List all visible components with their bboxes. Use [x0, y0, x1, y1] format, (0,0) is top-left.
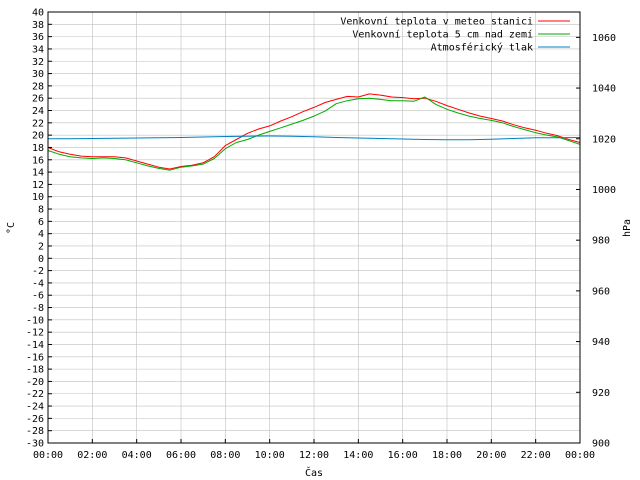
y-tick-label: -2	[32, 266, 44, 277]
y-tick-label: 14	[32, 168, 44, 179]
series-line	[48, 135, 581, 141]
y-tick-label: -24	[26, 402, 44, 413]
y-tick-label: -16	[26, 352, 44, 363]
axes: 4038363432302826242220181614121086420-2-…	[26, 8, 616, 462]
y-tick-label: -14	[26, 340, 44, 351]
series-lines	[47, 93, 581, 171]
x-tick-label: 14:00	[343, 450, 373, 461]
y2-tick-label: 1040	[592, 84, 616, 95]
series-line	[47, 96, 581, 171]
y-tick-label: 6	[38, 217, 44, 228]
y-tick-label: -26	[26, 414, 44, 425]
y-tick-label: 0	[38, 254, 44, 265]
x-tick-label: 00:00	[33, 450, 63, 461]
y2-tick-label: 1060	[592, 33, 616, 44]
x-tick-label: 10:00	[255, 450, 285, 461]
y-tick-label: 38	[32, 20, 44, 31]
y-tick-label: -30	[26, 439, 44, 450]
legend-label: Venkovní teplota v meteo stanici	[340, 16, 533, 28]
y-tick-label: -4	[32, 278, 44, 289]
legend: Venkovní teplota v meteo staniciVenkovní…	[340, 16, 570, 54]
y-tick-label: 4	[38, 229, 44, 240]
y-tick-label: 32	[32, 57, 44, 68]
y-tick-label: -8	[32, 303, 44, 314]
y-tick-label: 16	[32, 155, 44, 166]
x-tick-label: 04:00	[122, 450, 152, 461]
y-tick-label: -20	[26, 377, 44, 388]
y-tick-label: -18	[26, 365, 44, 376]
x-tick-label: 16:00	[388, 450, 418, 461]
y-tick-label: -6	[32, 291, 44, 302]
series-line	[47, 93, 581, 170]
y-axis-label: °C	[6, 222, 17, 234]
y-tick-label: 20	[32, 131, 44, 142]
y-tick-label: -10	[26, 315, 44, 326]
y2-tick-label: 980	[592, 236, 610, 247]
y-tick-label: 40	[32, 8, 44, 19]
y-tick-label: 28	[32, 81, 44, 92]
y2-tick-label: 940	[592, 337, 610, 348]
y2-axis-label: hPa	[622, 219, 633, 237]
y2-tick-label: 920	[592, 388, 610, 399]
y2-tick-label: 900	[592, 439, 610, 450]
x-tick-label: 22:00	[521, 450, 551, 461]
y-tick-label: 2	[38, 241, 44, 252]
y-tick-label: 34	[32, 44, 44, 55]
x-axis-label: Čas	[305, 466, 323, 479]
x-tick-label: 18:00	[432, 450, 462, 461]
y-tick-label: 26	[32, 94, 44, 105]
x-tick-label: 06:00	[166, 450, 196, 461]
x-tick-label: 00:00	[565, 450, 595, 461]
y-tick-label: -12	[26, 328, 44, 339]
y-tick-label: 36	[32, 32, 44, 43]
y-tick-label: -28	[26, 426, 44, 437]
y2-tick-label: 1020	[592, 134, 616, 145]
y-tick-label: 12	[32, 180, 44, 191]
x-tick-label: 12:00	[299, 450, 329, 461]
legend-label: Atmosférický tlak	[431, 42, 533, 54]
x-tick-label: 02:00	[77, 450, 107, 461]
y-tick-label: 10	[32, 192, 44, 203]
grid	[47, 11, 581, 444]
y-tick-label: 22	[32, 118, 44, 129]
y-tick-label: 24	[32, 106, 44, 117]
y2-tick-label: 960	[592, 286, 610, 297]
legend-label: Venkovní teplota 5 cm nad zemí	[352, 29, 533, 41]
y-tick-label: -22	[26, 389, 44, 400]
y-tick-label: 30	[32, 69, 44, 80]
x-tick-label: 08:00	[210, 450, 240, 461]
y-tick-label: 8	[38, 205, 44, 216]
x-tick-label: 20:00	[476, 450, 506, 461]
y2-tick-label: 1000	[592, 185, 616, 196]
y-tick-label: 18	[32, 143, 44, 154]
